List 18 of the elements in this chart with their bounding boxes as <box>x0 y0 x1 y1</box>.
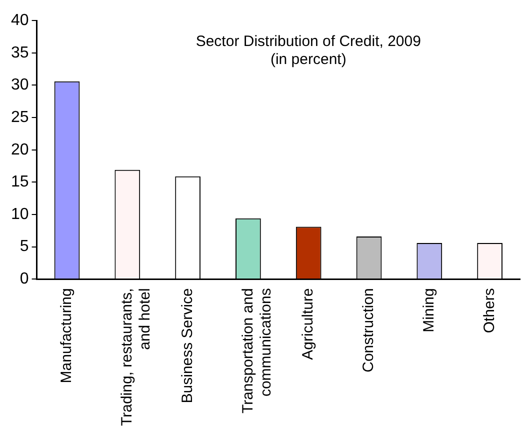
y-tick-label: 10 <box>11 206 29 223</box>
x-tick-label: Construction <box>360 288 378 372</box>
text: Sector Distribution of Credit, 2009 <box>196 33 421 50</box>
y-tick-label: 20 <box>11 141 29 158</box>
y-tick-label: 5 <box>20 238 29 256</box>
y-tick-label: 35 <box>11 44 29 62</box>
x-tick-label: Trading, restaurants, and hotel <box>118 288 154 426</box>
y-tick-label: 30 <box>11 76 29 94</box>
y-tick-label: 0 <box>20 270 29 288</box>
x-tick-label: Business Service <box>178 288 196 404</box>
y-tick-label: 25 <box>11 108 29 126</box>
y-tick-label: 40 <box>11 12 29 30</box>
x-tick-label: Mining <box>420 288 438 332</box>
x-tick-label: Others <box>480 288 498 334</box>
x-tick-label: Agriculture <box>300 288 317 360</box>
y-tick-label: 15 <box>11 174 29 191</box>
x-tick-label: Manufacturing <box>58 288 76 384</box>
text: (in percent) <box>270 51 346 68</box>
